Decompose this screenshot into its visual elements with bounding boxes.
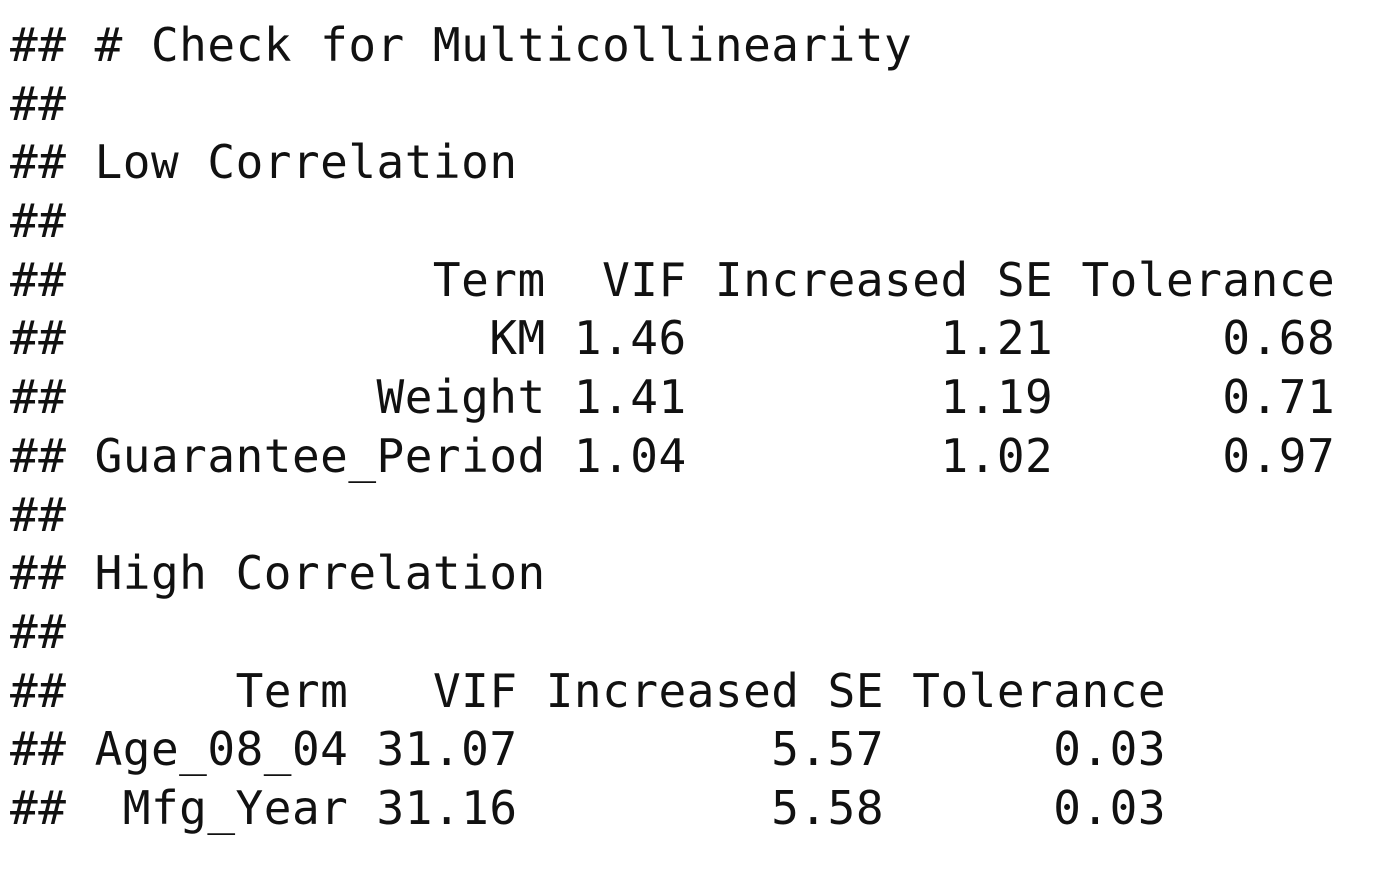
table-row: ## KM 1.46 1.21 0.68	[10, 309, 1335, 368]
table-row: ## Mfg_Year 31.16 5.58 0.03	[10, 779, 1335, 838]
cell-increased-se: 1.19	[940, 370, 1054, 425]
column-header-tolerance: Tolerance	[1081, 252, 1336, 307]
high-correlation-heading: High Correlation	[94, 546, 546, 601]
cell-increased-se: 1.21	[940, 311, 1054, 366]
blank-line: ##	[10, 75, 1335, 134]
blank-line: ##	[10, 486, 1335, 545]
table-row: ## Weight 1.41 1.19 0.71	[10, 368, 1335, 427]
line-prefix: ##	[10, 194, 67, 249]
cell-tolerance: 0.97	[1222, 428, 1336, 483]
line-prefix: ##	[10, 252, 67, 307]
cell-increased-se: 1.02	[940, 428, 1054, 483]
cell-term: Age_08_04	[94, 722, 349, 777]
column-header-term: Term	[432, 252, 546, 307]
line-prefix: ##	[10, 311, 67, 366]
low-correlation-heading: Low Correlation	[94, 135, 518, 190]
table-row: ## Age_08_04 31.07 5.57 0.03	[10, 720, 1335, 779]
cell-term: Guarantee_Period	[94, 428, 546, 483]
line-prefix: ##	[10, 663, 67, 718]
cell-term: Weight	[376, 370, 546, 425]
cell-vif: 31.07	[376, 722, 518, 777]
line-prefix: ##	[10, 487, 67, 542]
line-prefix: ##	[10, 604, 67, 659]
column-header-tolerance: Tolerance	[912, 663, 1167, 718]
console-output: ## # Check for Multicollinearity ## ## Low…	[10, 16, 1335, 838]
blank-line: ##	[10, 603, 1335, 662]
cell-tolerance: 0.68	[1222, 311, 1336, 366]
column-header-term: Term	[235, 663, 349, 718]
cell-term: Mfg_Year	[122, 780, 349, 835]
column-header-vif: VIF	[432, 663, 518, 718]
column-header-vif: VIF	[602, 252, 687, 307]
line-prefix: ##	[10, 780, 67, 835]
blank-line: ##	[10, 192, 1335, 251]
cell-term: KM	[489, 311, 546, 366]
line-prefix: ##	[10, 370, 67, 425]
cell-vif: 31.16	[376, 780, 518, 835]
line-prefix: ##	[10, 546, 67, 601]
title-line: ## # Check for Multicollinearity	[10, 16, 1335, 75]
line-prefix: ##	[10, 722, 67, 777]
table-row: ## Guarantee_Period 1.04 1.02 0.97	[10, 427, 1335, 486]
low-table-header: ## Term VIF Increased SE Tolerance	[10, 251, 1335, 310]
cell-increased-se: 5.58	[771, 780, 885, 835]
high-table-header: ## Term VIF Increased SE Tolerance	[10, 662, 1335, 721]
cell-increased-se: 5.57	[771, 722, 885, 777]
cell-tolerance: 0.71	[1222, 370, 1336, 425]
line-prefix: ##	[10, 18, 67, 72]
cell-tolerance: 0.03	[1053, 780, 1167, 835]
column-header-increased-se: Increased SE	[545, 663, 885, 718]
low-correlation-heading-line: ## Low Correlation	[10, 133, 1335, 192]
line-prefix: ##	[10, 76, 67, 131]
cell-vif: 1.41	[573, 370, 687, 425]
column-header-increased-se: Increased SE	[714, 252, 1054, 307]
line-prefix: ##	[10, 135, 67, 190]
cell-vif: 1.46	[573, 311, 687, 366]
output-title: # Check for Multicollinearity	[94, 18, 913, 72]
high-correlation-heading-line: ## High Correlation	[10, 544, 1335, 603]
cell-tolerance: 0.03	[1053, 722, 1167, 777]
line-prefix: ##	[10, 428, 67, 483]
cell-vif: 1.04	[573, 428, 687, 483]
